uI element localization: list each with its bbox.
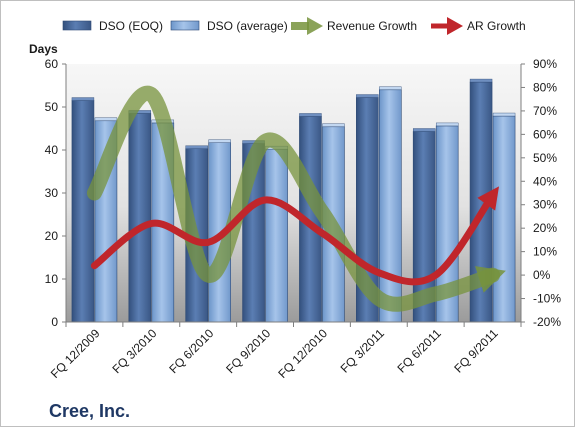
y2-tick-label: 40% (533, 174, 557, 188)
y2-tick-label: 20% (533, 221, 557, 235)
x-tick-label: FQ 6/2011 (394, 326, 444, 376)
legend-arrow-icon (307, 17, 323, 35)
bar-top-cap (492, 112, 516, 117)
x-tick-label: FQ 3/2011 (338, 326, 388, 376)
y2-tick-label: 70% (533, 104, 557, 118)
bar-dso-average (379, 89, 402, 323)
bar-top-cap (299, 113, 322, 117)
legend-label: DSO (EOQ) (99, 19, 163, 33)
y2-tick-label: 10% (533, 245, 557, 259)
legend-arrow-icon (447, 17, 463, 35)
x-tick-label: FQ 9/2011 (451, 326, 501, 376)
bar-top-cap (208, 139, 231, 143)
revenue-growth-line (86, 85, 506, 312)
bar-top-cap (412, 128, 436, 132)
y-tick-label: 20 (45, 229, 59, 243)
company-name: Cree, Inc. (49, 401, 130, 421)
legend-swatch (62, 20, 92, 31)
y2-tick-label: -20% (533, 315, 561, 329)
bar-top-cap (356, 94, 379, 98)
bar-top-cap (71, 97, 95, 101)
legend-label: AR Growth (467, 19, 526, 33)
y-tick-label: 0 (51, 315, 58, 329)
bar-top-cap (185, 145, 208, 149)
y-tick-label: 60 (45, 57, 59, 71)
y-tick-label: 30 (45, 186, 59, 200)
y-tick-label: 50 (45, 100, 59, 114)
bar-dso-average (265, 148, 288, 323)
bar-top-cap (435, 122, 459, 127)
bar-top-cap (379, 86, 402, 91)
legend: DSO (EOQ) DSO (average) Revenue Growth AR G… (62, 17, 526, 35)
bar-dso-average (492, 115, 516, 323)
y-axis-right: -20% -10% 0% 10% 20% 30% 40% 50% 60% 70% 80% 90% (520, 57, 561, 329)
y-tick-label: 10 (45, 272, 59, 286)
bar-top-cap (469, 78, 493, 83)
bar-dso-eoq (71, 100, 95, 323)
y-axis-left: 0 10 20 30 40 50 60 (45, 57, 67, 329)
y2-tick-label: 80% (533, 80, 557, 94)
line-group (86, 85, 506, 312)
y2-tick-label: 60% (533, 127, 557, 141)
x-axis: FQ 12/2009 FQ 3/2010 FQ 6/2010 FQ 9/2010 FQ … (48, 321, 522, 381)
bar-top-cap (94, 117, 118, 121)
y-axis-title: Days (29, 42, 58, 56)
legend-swatch (170, 20, 200, 31)
y2-tick-label: 0% (533, 268, 551, 282)
y-tick-label: 40 (45, 143, 59, 157)
x-tick-label: FQ 3/2010 (109, 326, 159, 376)
ar-growth-line (90, 186, 499, 286)
x-tick-label: FQ 12/2009 (48, 326, 103, 381)
y2-tick-label: 50% (533, 151, 557, 165)
y2-tick-label: 30% (533, 198, 557, 212)
y2-tick-label: 90% (533, 57, 557, 71)
legend-label: DSO (average) (207, 19, 288, 33)
legend-label: Revenue Growth (327, 19, 417, 33)
y2-tick-label: -10% (533, 292, 561, 306)
bar-dso-eoq (128, 113, 152, 323)
bar-top-cap (322, 123, 345, 127)
x-tick-label: FQ 9/2010 (223, 326, 273, 376)
x-tick-label: FQ 6/2010 (166, 326, 216, 376)
x-tick-label: FQ 12/2010 (275, 326, 330, 381)
